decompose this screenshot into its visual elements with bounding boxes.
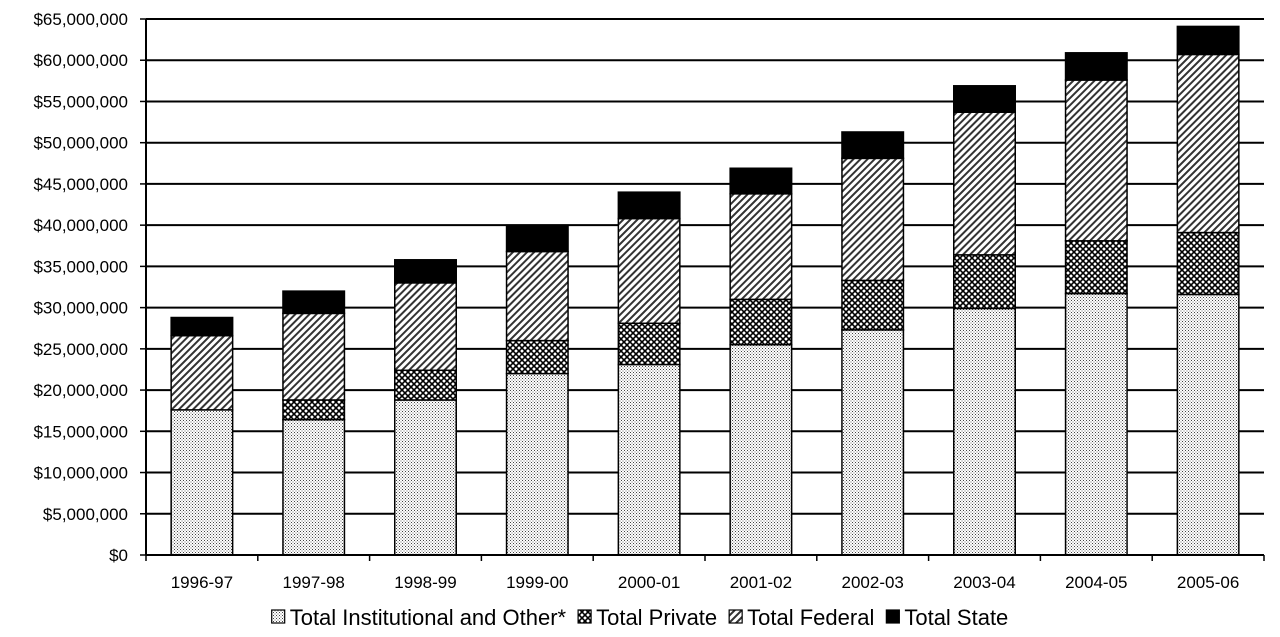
- legend: Total Institutional and Other* Total Priv…: [271, 605, 1008, 630]
- bar-segment-dots: [170, 409, 234, 556]
- y-tick-label: $0: [109, 546, 128, 565]
- bar-segment-solid: [1064, 52, 1128, 81]
- y-tick-label: $40,000,000: [33, 216, 128, 235]
- bar-segment-crosshatch: [617, 322, 681, 366]
- bar-segment-solid: [729, 167, 793, 195]
- x-tick-label: 1999-00: [506, 573, 568, 592]
- x-tick-label: 1997-98: [283, 573, 345, 592]
- bar-segment-dots: [617, 363, 681, 556]
- bar-segment-solid: [953, 85, 1016, 113]
- bar-segment-diagonal: [282, 312, 346, 401]
- bar-segment-crosshatch: [394, 369, 457, 401]
- legend-item: Total Federal: [728, 605, 874, 630]
- legend-label: Total Federal: [747, 605, 874, 630]
- y-tick-label: $25,000,000: [33, 340, 128, 359]
- bar-segment-crosshatch: [841, 279, 905, 331]
- bar-segment-dots: [1176, 293, 1240, 556]
- legend-item: Total State: [885, 605, 1008, 630]
- y-tick-label: $55,000,000: [33, 92, 128, 111]
- bar-segment-dots: [282, 419, 346, 556]
- y-axis-ticks: $0 $5,000,000 $10,000,000 $15,000,000 $20,00…: [33, 10, 146, 565]
- bar-segment-solid: [394, 259, 457, 284]
- y-tick-label: $50,000,000: [33, 134, 128, 153]
- bar-segment-diagonal: [617, 217, 681, 325]
- bar-segment-crosshatch: [282, 399, 346, 421]
- bar-segment-dots: [841, 329, 905, 556]
- bar-segment-crosshatch: [953, 254, 1016, 310]
- legend-item: Total Private: [577, 605, 717, 630]
- legend-swatch: [271, 609, 286, 624]
- bar-segment-diagonal: [505, 250, 569, 342]
- legend-label: Total Institutional and Other*: [290, 605, 567, 630]
- bar-segment-solid: [170, 316, 234, 337]
- x-axis-ticks: 1996-97 1997-98 1998-99 1999-00 2000-01 2001-…: [145, 555, 1265, 592]
- x-tick-label: 2002-03: [842, 573, 904, 592]
- x-tick-label: 2001-02: [730, 573, 792, 592]
- bar-segment-diagonal: [841, 157, 905, 282]
- x-tick-label: 2004-05: [1065, 573, 1127, 592]
- bar-segment-dots: [953, 307, 1016, 556]
- legend-item: Total Institutional and Other*: [271, 605, 567, 630]
- bar-segment-crosshatch: [1064, 240, 1128, 295]
- y-tick-label: $10,000,000: [33, 464, 128, 483]
- x-tick-label: 1996-97: [171, 573, 233, 592]
- y-tick-label: $20,000,000: [33, 381, 128, 400]
- x-tick-label: 2005-06: [1177, 573, 1239, 592]
- x-tick-label: 2000-01: [618, 573, 680, 592]
- y-tick-label: $45,000,000: [33, 175, 128, 194]
- legend-swatch: [577, 609, 592, 624]
- bar-segment-crosshatch: [729, 298, 793, 346]
- y-tick-label: $5,000,000: [43, 505, 128, 524]
- bar-segment-diagonal: [1176, 53, 1240, 234]
- bar-segment-dots: [394, 399, 457, 556]
- legend-label: Total State: [904, 605, 1008, 630]
- bar-segment-diagonal: [729, 193, 793, 301]
- bar-segment-diagonal: [1064, 79, 1128, 242]
- bar-segment-dots: [1064, 292, 1128, 556]
- x-tick-label: 1998-99: [394, 573, 456, 592]
- y-tick-label: $30,000,000: [33, 299, 128, 318]
- legend-swatch: [885, 609, 900, 624]
- bar-segment-crosshatch: [505, 339, 569, 375]
- legend-swatch: [728, 609, 743, 624]
- bar-segment-diagonal: [394, 282, 457, 372]
- y-tick-label: $35,000,000: [33, 257, 128, 276]
- y-tick-label: $65,000,000: [33, 10, 128, 29]
- legend-label: Total Private: [596, 605, 717, 630]
- x-tick-label: 2003-04: [953, 573, 1015, 592]
- bar-segment-solid: [282, 290, 346, 315]
- y-tick-label: $60,000,000: [33, 51, 128, 70]
- bar-segment-dots: [505, 372, 569, 556]
- bar-segment-solid: [505, 224, 569, 253]
- bar-segment-solid: [841, 131, 905, 160]
- bar-segment-solid: [617, 191, 681, 220]
- bars: [170, 25, 1240, 556]
- bar-segment-crosshatch: [1176, 231, 1240, 296]
- bar-segment-dots: [729, 343, 793, 556]
- bar-segment-diagonal: [953, 111, 1016, 256]
- bar-segment-solid: [1176, 25, 1240, 56]
- y-tick-label: $15,000,000: [33, 422, 128, 441]
- bar-segment-diagonal: [170, 334, 234, 411]
